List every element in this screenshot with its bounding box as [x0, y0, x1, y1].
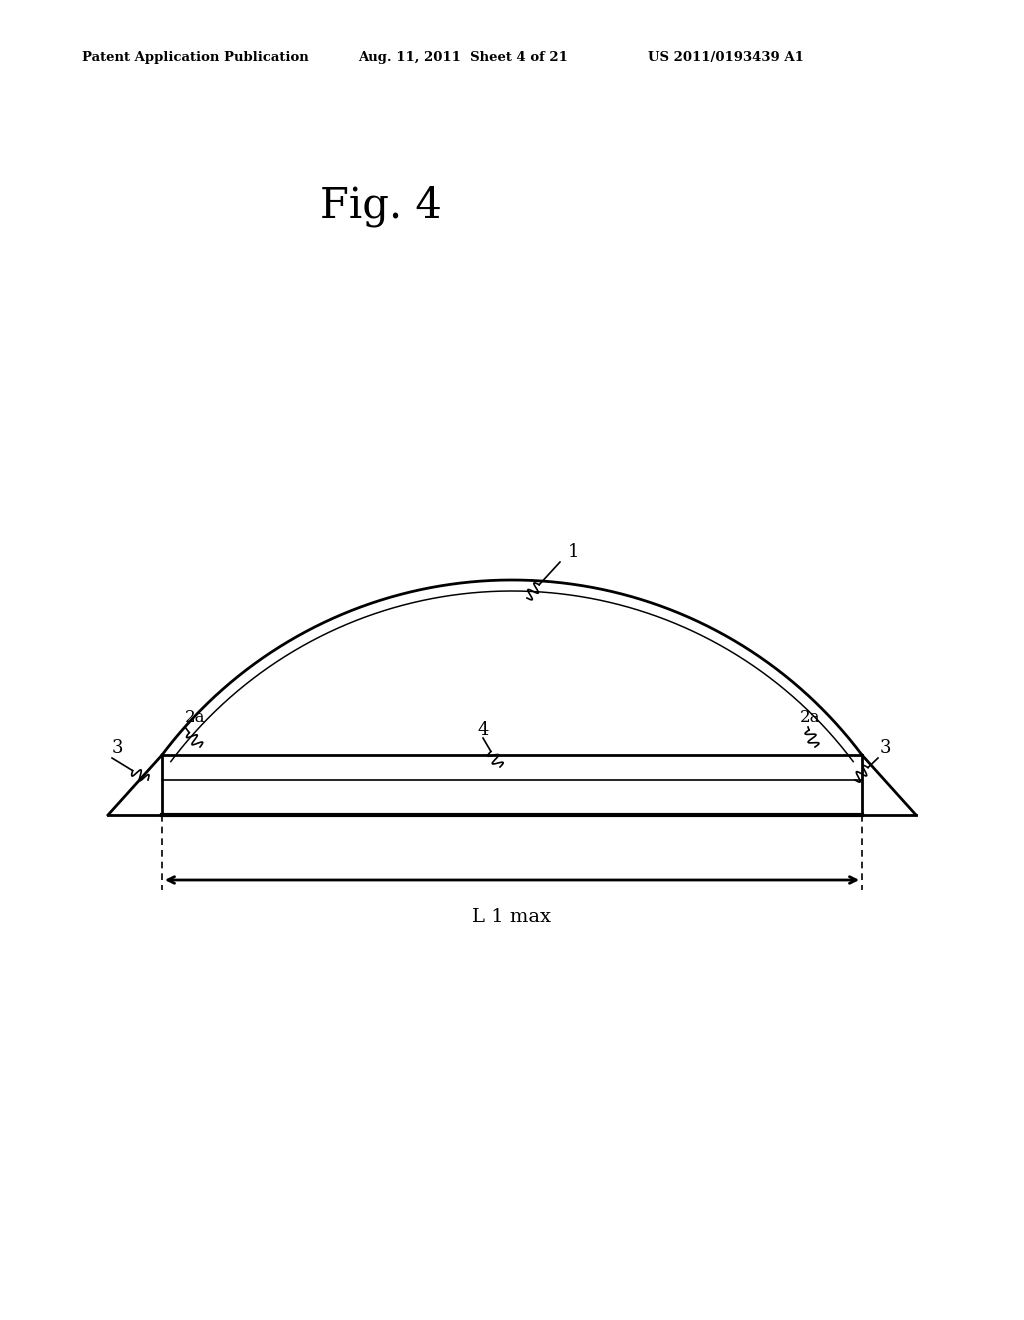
Text: US 2011/0193439 A1: US 2011/0193439 A1 — [648, 51, 804, 65]
Text: L 1 max: L 1 max — [472, 908, 552, 927]
Text: 3: 3 — [880, 739, 892, 756]
Text: 2a: 2a — [185, 709, 206, 726]
Text: Aug. 11, 2011  Sheet 4 of 21: Aug. 11, 2011 Sheet 4 of 21 — [358, 51, 568, 65]
Text: 1: 1 — [568, 543, 580, 561]
Text: 2a: 2a — [800, 709, 820, 726]
Text: 3: 3 — [112, 739, 124, 756]
Text: 4: 4 — [478, 721, 489, 739]
Text: Patent Application Publication: Patent Application Publication — [82, 51, 309, 65]
Text: Fig. 4: Fig. 4 — [319, 185, 442, 227]
